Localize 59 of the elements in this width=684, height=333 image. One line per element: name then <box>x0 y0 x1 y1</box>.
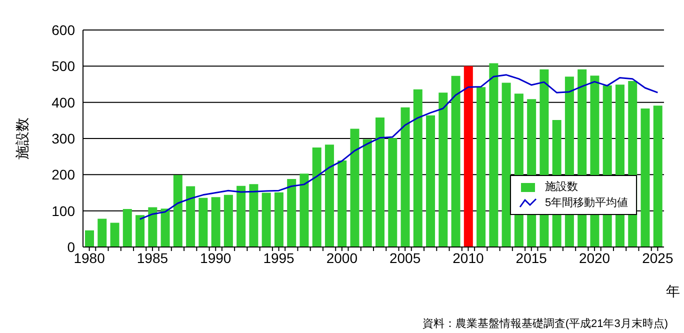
x-tick-label: 1990 <box>200 250 232 266</box>
bar <box>274 192 284 247</box>
bar <box>249 184 258 247</box>
bar <box>388 138 398 247</box>
x-tick-label: 2020 <box>578 250 610 266</box>
bar <box>148 207 158 247</box>
x-tick-label: 2010 <box>452 250 484 266</box>
y-tick-label: 200 <box>52 166 76 183</box>
y-tick-label: 100 <box>52 202 76 219</box>
bar <box>324 144 334 247</box>
bar <box>224 194 233 247</box>
bar <box>160 208 170 247</box>
bar <box>451 76 460 247</box>
text: 資料：農業基盤情報基礎調査(平成21年3月末時点) <box>422 316 668 331</box>
legend-label: 施設数 <box>545 180 578 195</box>
y-axis-title: 施設数 <box>14 118 30 160</box>
x-tick-label: 1985 <box>136 250 168 266</box>
bar <box>262 192 271 247</box>
bar <box>413 89 422 247</box>
bar <box>236 186 246 247</box>
bar <box>300 174 309 247</box>
bar <box>287 179 296 247</box>
x-tick-label: 2000 <box>326 250 358 266</box>
bar <box>85 230 94 247</box>
bar <box>400 107 410 247</box>
bar <box>362 139 372 247</box>
bar <box>338 160 347 247</box>
x-tick-label: 2015 <box>516 250 548 266</box>
bar <box>173 175 182 247</box>
y-tick-label: 0 <box>67 238 76 255</box>
x-axis-title: 年 <box>666 283 680 301</box>
bar <box>98 218 107 247</box>
legend-label: 5年間移動平均値 <box>545 196 628 211</box>
bar <box>476 87 486 247</box>
bar <box>186 186 196 247</box>
bar <box>376 118 384 247</box>
y-tick-label: 600 <box>52 22 76 38</box>
y-tick-label: 400 <box>52 94 76 110</box>
bar <box>136 215 145 247</box>
x-tick-label: 1995 <box>263 250 295 266</box>
x-tick-label: 2005 <box>390 250 421 266</box>
bar <box>653 106 662 247</box>
bar <box>350 128 360 247</box>
bar <box>438 92 448 247</box>
x-tick-label: 1980 <box>74 250 106 266</box>
bar <box>211 197 220 247</box>
bar <box>502 82 511 247</box>
y-tick-label: 300 <box>52 130 76 146</box>
x-tick-label: 2025 <box>642 250 674 266</box>
bar <box>489 63 498 247</box>
bar <box>312 148 322 247</box>
bar <box>198 198 208 247</box>
y-tick-label: 500 <box>52 58 76 74</box>
bar <box>122 209 132 247</box>
bar <box>110 222 120 247</box>
bar <box>426 115 436 247</box>
bar <box>640 108 650 247</box>
bar <box>464 66 473 247</box>
line-series <box>139 74 658 220</box>
